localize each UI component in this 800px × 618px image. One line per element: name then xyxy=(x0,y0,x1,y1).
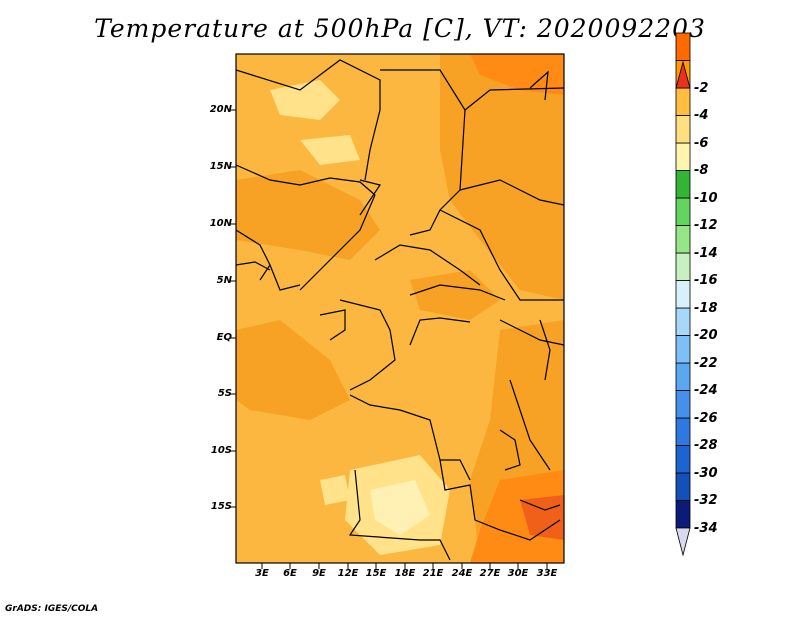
border-22 xyxy=(499,429,521,471)
field-band-northeast xyxy=(440,54,564,300)
colorbar-swatch xyxy=(675,307,691,336)
lat-label: 15N xyxy=(209,161,232,172)
colorbar-min-arrow xyxy=(675,527,691,557)
field-hot-spot xyxy=(520,495,564,540)
colorbar-swatch xyxy=(675,472,691,501)
colorbar-swatch xyxy=(675,280,691,309)
country-borders xyxy=(236,59,564,561)
colorbar-swatch xyxy=(675,252,691,281)
colorbar-swatch xyxy=(675,197,691,226)
colorbar-label: -14 xyxy=(694,246,718,261)
colorbar-label: -24 xyxy=(694,383,718,398)
colorbar-label: -4 xyxy=(694,108,709,123)
colorbar-label: -26 xyxy=(694,411,718,426)
colorbar-swatch xyxy=(675,335,691,364)
map-frame xyxy=(235,53,565,564)
lon-label: 24E xyxy=(451,568,473,579)
lat-label: 5S xyxy=(217,388,232,399)
border-24 xyxy=(529,70,549,101)
border-12 xyxy=(319,309,346,341)
colorbar-label: -28 xyxy=(694,438,718,453)
colorbar-label: -18 xyxy=(694,301,718,316)
border-5 xyxy=(439,209,564,301)
lat-label: 5N xyxy=(216,275,232,286)
colorbar-swatch xyxy=(675,170,691,199)
colorbar-label: -16 xyxy=(694,273,718,288)
border-7 xyxy=(299,194,376,291)
lon-label: 18E xyxy=(394,568,416,579)
axis-ticks xyxy=(230,109,548,569)
colorbar-label: -12 xyxy=(694,218,718,233)
border-16 xyxy=(499,319,564,346)
border-13 xyxy=(349,394,471,481)
colorbar-swatch xyxy=(675,225,691,254)
border-23 xyxy=(519,499,561,511)
lon-label: 12E xyxy=(337,568,359,579)
colorbar-swatch xyxy=(675,445,691,474)
lon-label: 33E xyxy=(536,568,558,579)
border-21 xyxy=(359,179,381,216)
border-1 xyxy=(236,59,381,181)
lon-label: 3E xyxy=(255,568,269,579)
colorbar-label: -34 xyxy=(694,521,718,536)
field-band-southwest xyxy=(236,320,350,420)
temperature-field xyxy=(236,54,564,563)
border-6 xyxy=(459,179,564,206)
field-cool-patch-2 xyxy=(300,135,360,165)
colorbar-label: -22 xyxy=(694,356,718,371)
field-warm-north xyxy=(470,54,564,95)
grads-credit: GrADS: IGES/COLA xyxy=(5,604,99,614)
colorbar-swatch xyxy=(675,500,691,529)
colorbar-swatch xyxy=(675,362,691,391)
colorbar-label: -20 xyxy=(694,328,718,343)
border-2 xyxy=(236,164,376,196)
colorbar-swatch xyxy=(675,390,691,419)
border-19 xyxy=(409,284,506,301)
colorbar-label: -30 xyxy=(694,466,718,481)
border-17 xyxy=(509,379,551,471)
border-11 xyxy=(339,299,396,391)
border-14 xyxy=(348,469,451,561)
colorbar-label: -10 xyxy=(694,191,718,206)
lon-label: 30E xyxy=(507,568,529,579)
field-cool-patch-3 xyxy=(320,475,350,505)
lon-label: 27E xyxy=(479,568,501,579)
border-9 xyxy=(236,229,271,281)
colorbar xyxy=(675,32,691,557)
field-warm-south xyxy=(470,470,564,563)
lat-label: 10S xyxy=(210,445,232,456)
colorbar-label: -32 xyxy=(694,493,718,508)
colorbar-label: -8 xyxy=(694,163,709,178)
lat-label: 20N xyxy=(209,104,232,115)
colorbar-swatch xyxy=(675,32,691,61)
border-8 xyxy=(374,244,481,286)
map-title: Temperature at 500hPa [C], VT: 202009220… xyxy=(94,14,706,43)
field-band-west xyxy=(236,170,380,260)
colorbar-swatch xyxy=(675,142,691,171)
lon-label: 21E xyxy=(422,568,444,579)
lat-label: 15S xyxy=(210,501,232,512)
lon-label: 15E xyxy=(365,568,387,579)
border-20 xyxy=(236,261,271,271)
lon-label: 6E xyxy=(283,568,297,579)
colorbar-max-arrow xyxy=(675,60,691,89)
colorbar-label: -6 xyxy=(694,136,709,151)
border-10 xyxy=(269,264,301,291)
colorbar-swatch xyxy=(675,115,691,144)
field-coolest-patch xyxy=(370,480,430,535)
lake-outline xyxy=(409,317,471,346)
border-4 xyxy=(464,87,564,111)
border-15 xyxy=(439,459,561,541)
colorbar-label: -2 xyxy=(694,81,709,96)
border-18 xyxy=(539,319,551,381)
colorbar-swatch xyxy=(675,417,691,446)
colorbar-swatch xyxy=(675,87,691,116)
lat-label: 10N xyxy=(209,218,232,229)
lat-label: EQ xyxy=(216,332,232,343)
field-cool-patch-1 xyxy=(270,80,340,120)
lon-label: 9E xyxy=(312,568,326,579)
